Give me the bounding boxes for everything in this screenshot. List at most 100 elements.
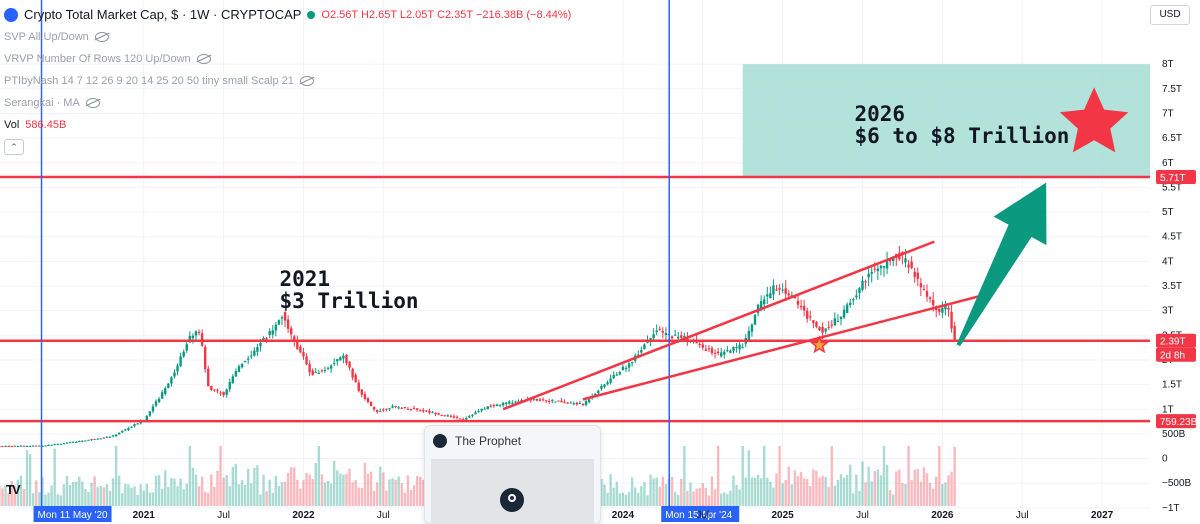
time-tick-label[interactable]: 2025 — [772, 510, 795, 521]
time-tick-label[interactable]: Jul — [1016, 510, 1029, 521]
candle-body — [913, 271, 916, 277]
candle-body — [928, 297, 932, 299]
price-tick-label[interactable]: −500B — [1162, 478, 1192, 489]
time-tick-label[interactable]: Jul — [217, 510, 230, 521]
time-tick-label[interactable]: 2026 — [931, 510, 954, 521]
symbol-title[interactable]: Crypto Total Market Cap, $ · 1W · CRYPTO… — [24, 7, 302, 22]
time-tick-label[interactable]: 2024 — [612, 510, 635, 521]
indicator-row[interactable]: VRVP Number Of Rows 120 Up/Down — [4, 48, 571, 70]
profile-popup[interactable]: The Prophet — [424, 425, 601, 524]
candle-body — [164, 388, 167, 394]
candle-body — [422, 410, 425, 412]
volume-bar — [756, 474, 760, 506]
candle-body — [81, 440, 84, 442]
trend-channel[interactable] — [502, 240, 991, 411]
annotation-value[interactable]: $6 to $8 Trillion — [855, 124, 1070, 148]
volume-bar — [766, 477, 769, 506]
price-tick-label[interactable]: 3T — [1162, 306, 1174, 317]
candle-body — [62, 443, 66, 445]
time-tick-label[interactable]: Jul — [377, 510, 390, 521]
indicator-label[interactable]: VRVP Number Of Rows 120 Up/Down — [4, 53, 191, 65]
candle-body — [31, 445, 35, 447]
price-tick-label[interactable]: 4.5T — [1162, 232, 1182, 243]
large-star-icon[interactable] — [1059, 87, 1129, 153]
volume-bar — [130, 487, 133, 506]
vertical-markers[interactable]: Mon 11 May '20 Mon 15 Apr '24 — [33, 0, 740, 522]
vertical-marker-label[interactable]: Mon 11 May '20 — [38, 510, 109, 521]
candle-body — [366, 398, 370, 403]
volume-bar — [16, 479, 20, 506]
price-tick-label[interactable]: 0 — [1162, 454, 1168, 465]
indicator-label[interactable]: Serangkai · MA — [4, 97, 80, 109]
vertical-marker-tag[interactable] — [661, 506, 740, 522]
price-tick-label[interactable]: −1T — [1162, 503, 1180, 514]
time-tick-label[interactable]: 2021 — [133, 510, 156, 521]
projection-arrow[interactable] — [956, 182, 1047, 347]
steam-icon[interactable] — [500, 488, 524, 512]
hidden-eye-icon[interactable] — [196, 54, 211, 64]
annotation-value[interactable]: $3 Trillion — [280, 289, 419, 313]
indicator-row[interactable]: PTIbyNash 14 7 12 26 9 20 14 25 20 50 ti… — [4, 70, 571, 92]
candle-body — [554, 401, 557, 403]
vertical-marker-label[interactable]: Mon 15 Apr '24 — [665, 510, 732, 521]
price-tick-label[interactable]: 1.5T — [1162, 380, 1182, 391]
price-tick-label[interactable]: 6.5T — [1162, 133, 1182, 144]
indicator-label[interactable]: PTIbyNash 14 7 12 26 9 20 14 25 20 50 ti… — [4, 75, 294, 87]
price-tick-label[interactable]: 3.5T — [1162, 281, 1182, 292]
price-tick-label[interactable]: 7T — [1162, 108, 1174, 119]
hidden-eye-icon[interactable] — [94, 32, 109, 42]
price-tick-label[interactable]: 500B — [1162, 429, 1186, 440]
indicator-row[interactable]: Serangkai · MA — [4, 92, 571, 114]
popup-name[interactable]: The Prophet — [455, 434, 522, 448]
time-tick-label[interactable]: Jul — [856, 510, 869, 521]
channel-line[interactable] — [502, 240, 935, 411]
volume-bars — [0, 446, 956, 506]
time-tick-label[interactable]: 2022 — [292, 510, 315, 521]
candle-body — [369, 401, 373, 407]
price-tick-label[interactable]: 4T — [1162, 256, 1174, 267]
channel-line[interactable] — [582, 292, 991, 401]
price-tick-label[interactable]: 7.5T — [1162, 84, 1182, 95]
currency-button[interactable]: USD — [1150, 5, 1190, 25]
price-axis[interactable]: 8T7.5T7T6.5T6T5.5T5T4.5T4T3.5T3T2.5T2T1.… — [1150, 0, 1200, 522]
volume-bar — [114, 446, 118, 506]
time-tick-label[interactable]: 2027 — [1091, 510, 1114, 521]
small-star-icon[interactable] — [809, 335, 829, 354]
annotation-year[interactable]: 2021 — [280, 267, 331, 291]
volume-bar — [744, 477, 747, 506]
star-markers[interactable] — [809, 87, 1129, 354]
volume-label[interactable]: Vol — [4, 119, 20, 131]
volume-bar — [818, 477, 821, 506]
time-tick-label[interactable]: Jul — [696, 510, 709, 521]
vertical-marker-tag[interactable] — [33, 506, 112, 522]
candle-body — [360, 389, 364, 395]
volume-bar — [62, 484, 66, 506]
price-tick-label[interactable]: 5T — [1162, 207, 1174, 218]
candle-body — [240, 363, 244, 368]
price-axis-bg[interactable] — [1150, 0, 1200, 522]
candle-body — [713, 352, 717, 354]
indicator-row[interactable]: SVP All Up/Down — [4, 26, 571, 48]
volume-row[interactable]: Vol 586.45B — [4, 114, 571, 136]
hidden-eye-icon[interactable] — [299, 76, 314, 86]
time-axis[interactable]: 2021 Jul 2022 Jul 2024 Jul 2025 Jul 2026 Jul 2027 — [0, 506, 1150, 522]
price-tick-label[interactable]: 1T — [1162, 404, 1174, 415]
volume-bar — [339, 473, 342, 506]
annotation-year[interactable]: 2026 — [855, 102, 906, 126]
candle-body — [600, 386, 603, 389]
text-annotations[interactable]: 2021$3 Trillion 2026$6 to $8 Trillion — [280, 102, 1070, 313]
candle-body — [910, 261, 913, 269]
indicator-label[interactable]: SVP All Up/Down — [4, 31, 89, 43]
chevron-up-icon[interactable]: ⌃ — [4, 139, 24, 155]
candle-body — [953, 326, 956, 341]
hidden-eye-icon[interactable] — [85, 98, 100, 108]
volume-bar — [793, 470, 797, 506]
candle-body — [231, 376, 235, 383]
projection-arrow-shape[interactable] — [956, 182, 1047, 347]
price-tick-label[interactable]: 5.5T — [1162, 182, 1182, 193]
volume-bar — [833, 485, 837, 506]
tradingview-logo-icon[interactable]: TV — [6, 482, 21, 497]
price-tick-label[interactable]: 8T — [1162, 59, 1174, 70]
price-tick-label[interactable]: 6T — [1162, 158, 1174, 169]
